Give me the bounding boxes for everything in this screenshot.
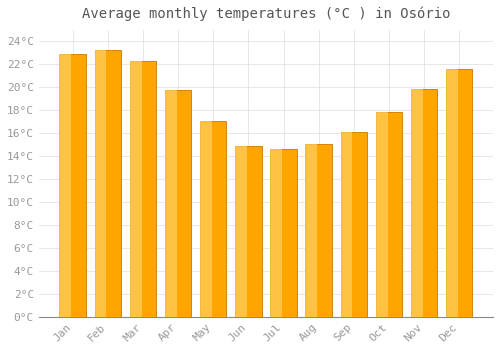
Bar (60, 54, 72, 317)
Bar (446, 69, 472, 317)
Bar (200, 121, 212, 317)
Bar (130, 61, 141, 317)
Bar (306, 145, 318, 317)
Bar (270, 149, 282, 317)
Bar (446, 69, 458, 317)
Bar (165, 90, 176, 317)
Bar (200, 121, 226, 317)
Bar (235, 146, 262, 317)
Bar (376, 112, 388, 317)
Bar (94, 50, 121, 317)
Bar (270, 149, 296, 317)
Bar (340, 132, 352, 317)
Bar (235, 146, 247, 317)
Bar (94, 50, 106, 317)
Bar (411, 89, 423, 317)
Bar (60, 54, 86, 317)
Title: Average monthly temperatures (°C ) in Osório: Average monthly temperatures (°C ) in Os… (82, 7, 450, 21)
Bar (306, 145, 332, 317)
Bar (340, 132, 367, 317)
Bar (165, 90, 191, 317)
Bar (376, 112, 402, 317)
Bar (411, 89, 438, 317)
Bar (130, 61, 156, 317)
